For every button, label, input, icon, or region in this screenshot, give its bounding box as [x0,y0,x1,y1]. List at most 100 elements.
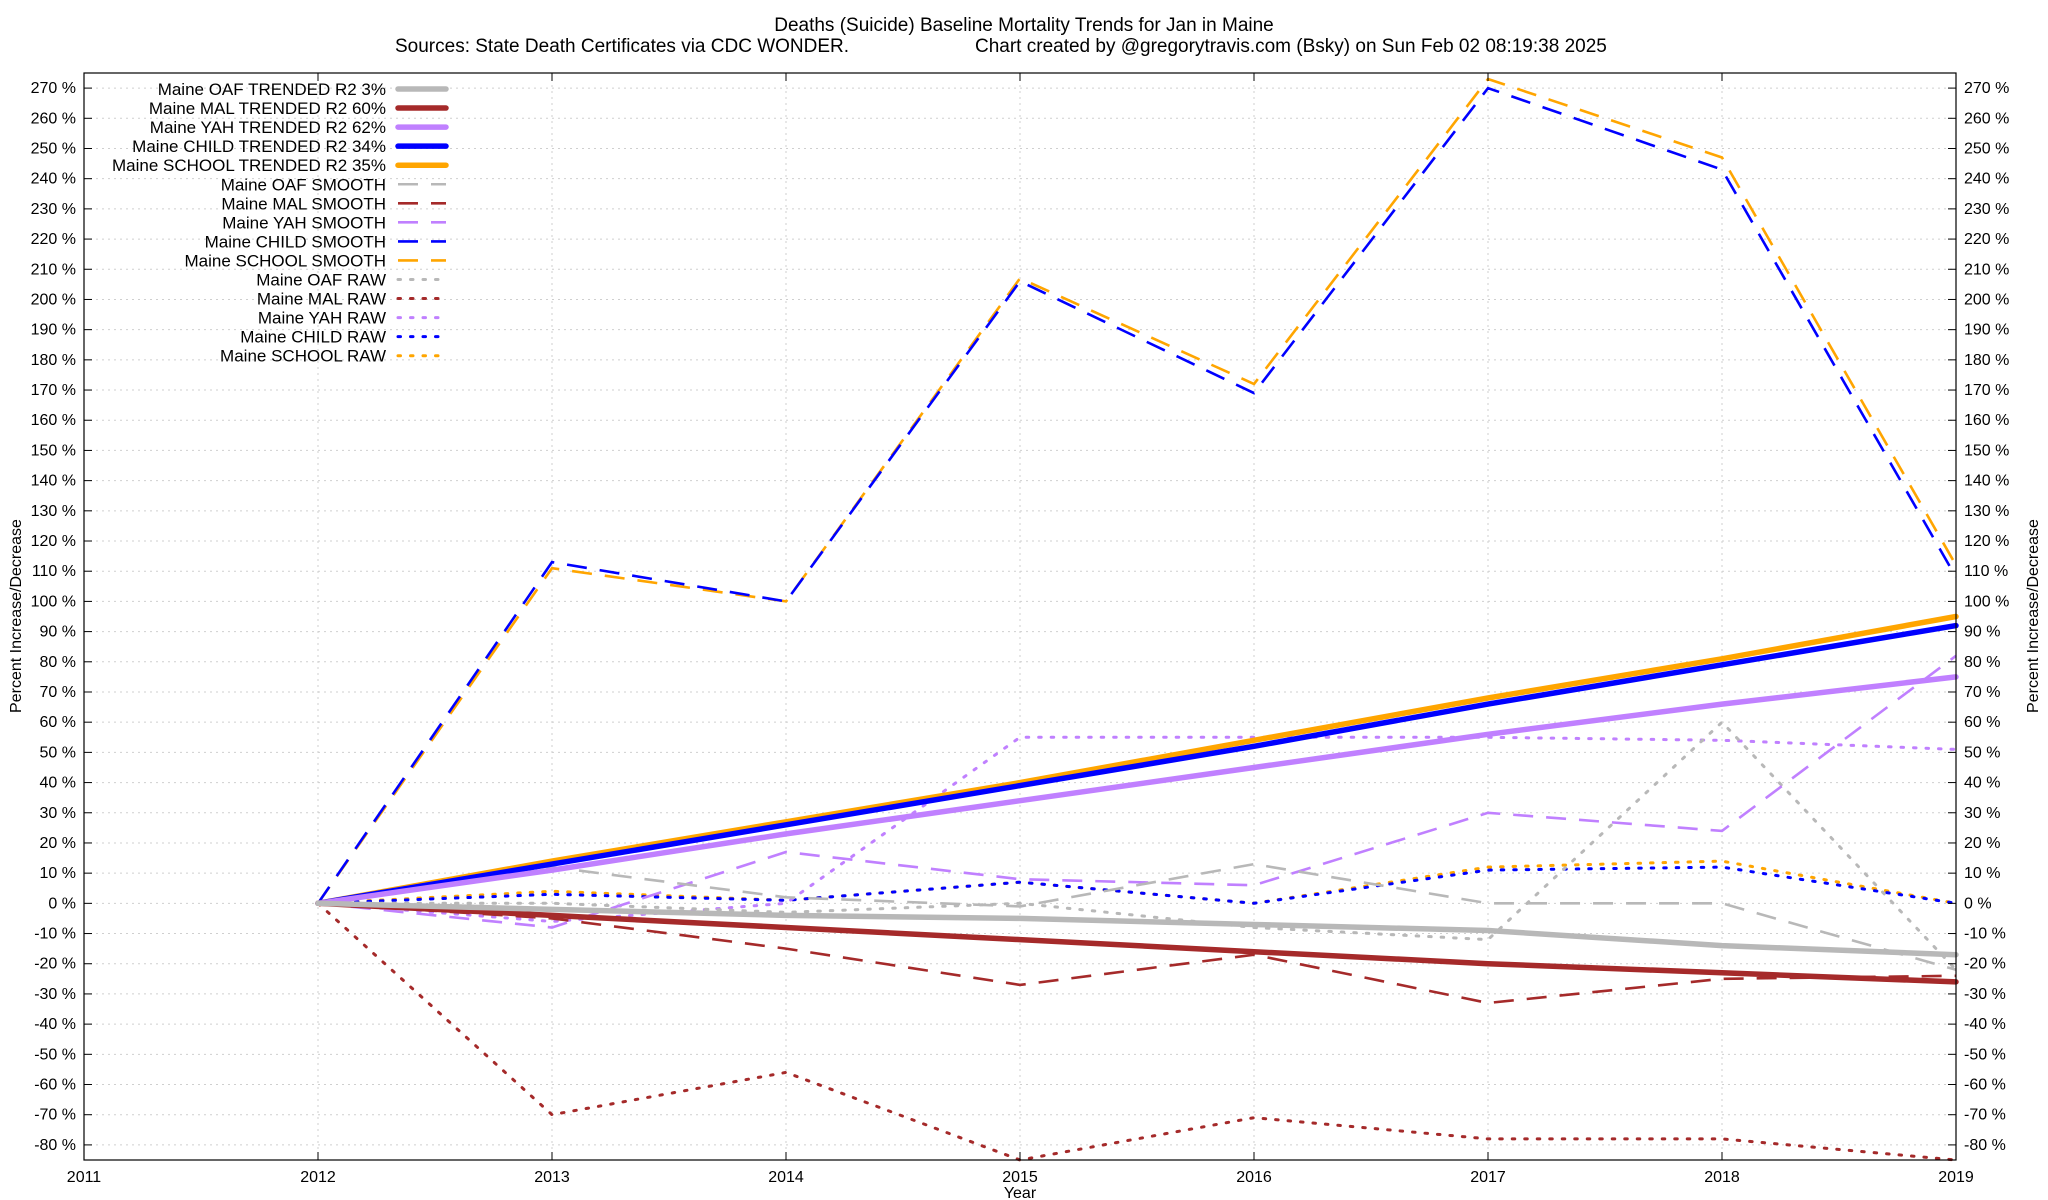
y-axis-title-left: Percent Increase/Decrease [8,519,25,713]
y-tick-label-left: 220 % [31,231,76,248]
chart-title: Deaths (Suicide) Baseline Mortality Tren… [774,15,1274,36]
series-line-maine-oaf-trended-r2-3 [315,900,1959,958]
series-line-maine-mal-smooth [317,902,1957,1005]
y-tick-label-left: 270 % [31,80,76,97]
y-tick-label-right: -70 % [1964,1107,2006,1124]
y-tick-label-right: 110 % [1964,563,2008,580]
series-line-maine-oaf-raw [316,720,1958,972]
series-line-maine-yah-trended-r2-62 [315,674,1959,907]
y-tick-label-left: 140 % [31,473,76,490]
y-tick-label-right: -80 % [1964,1137,2006,1154]
x-axis-title: Year [1004,1185,1037,1200]
legend-label-maine-school-smooth: Maine SCHOOL SMOOTH [184,251,386,270]
y-tick-label-right: 140 % [1964,473,2009,490]
legend-label-maine-mal-raw: Maine MAL RAW [257,290,386,309]
y-tick-label-right: 120 % [1964,533,2009,550]
y-tick-label-left: 50 % [40,744,76,761]
y-tick-label-right: 0 % [1964,895,1992,912]
y-tick-label-right: -50 % [1964,1046,2006,1063]
y-tick-label-right: -60 % [1964,1077,2006,1094]
legend-label-maine-yah-trended-r2-62: Maine YAH TRENDED R2 62% [150,118,386,137]
y-tick-label-right: 180 % [1964,352,2009,369]
y-tick-label-left: -30 % [34,986,76,1003]
y-tick-label-left: -50 % [34,1046,76,1063]
y-tick-label-right: 220 % [1964,231,2009,248]
series-line-maine-oaf-smooth [317,862,1957,972]
y-tick-label-left: 30 % [40,805,76,822]
y-tick-label-right: 80 % [1964,654,2000,671]
legend: Maine OAF TRENDED R2 3%Maine MAL TRENDED… [112,80,449,366]
y-tick-label-left: 150 % [31,442,76,459]
y-tick-label-left: 40 % [40,775,76,792]
y-tick-label-right: 150 % [1964,442,2009,459]
grid [83,73,1957,1160]
x-tick-label: 2012 [300,1169,336,1186]
x-tick-label: 2017 [1470,1169,1506,1186]
y-tick-label-left: 60 % [40,714,76,731]
y-tick-label-right: 20 % [1964,835,2000,852]
y-tick-label-left: 160 % [31,412,76,429]
y-tick-label-left: -80 % [34,1137,76,1154]
y-tick-label-right: -20 % [1964,956,2006,973]
legend-label-maine-oaf-trended-r2-3: Maine OAF TRENDED R2 3% [158,80,386,99]
y-tick-label-left: 80 % [40,654,76,671]
y-tick-label-left: 180 % [31,352,76,369]
x-tick-label: 2015 [1002,1169,1038,1186]
legend-label-maine-school-raw: Maine SCHOOL RAW [220,347,386,366]
y-tick-label-right: 190 % [1964,322,2009,339]
series-line-maine-school-trended-r2-35 [315,613,1959,907]
x-tick-label: 2013 [534,1169,570,1186]
legend-label-maine-yah-smooth: Maine YAH SMOOTH [222,213,386,232]
y-tick-label-left: 250 % [31,140,76,157]
y-tick-label-right: 160 % [1964,412,2009,429]
y-tick-label-left: 200 % [31,291,76,308]
y-tick-label-right: -40 % [1964,1016,2006,1033]
y-tick-label-left: -70 % [34,1107,76,1124]
y-tick-label-left: 130 % [31,503,76,520]
y-tick-label-right: -10 % [1964,926,2006,943]
y-tick-label-left: 70 % [40,684,76,701]
series-line-maine-child-trended-r2-34 [315,622,1959,907]
y-tick-label-left: 230 % [31,201,76,218]
y-tick-label-left: -10 % [34,926,76,943]
y-tick-label-right: 30 % [1964,805,2000,822]
y-tick-label-right: 50 % [1964,744,2000,761]
legend-label-maine-child-raw: Maine CHILD RAW [240,328,386,347]
y-tick-label-left: 190 % [31,322,76,339]
y-tick-label-left: 100 % [31,593,76,610]
y-tick-label-left: 210 % [31,261,76,278]
series-group [315,77,1959,1162]
y-tick-label-right: 40 % [1964,775,2000,792]
y-tick-label-right: 260 % [1964,110,2009,127]
y-tick-label-left: 120 % [31,533,76,550]
series-line-maine-school-smooth [316,77,1958,905]
y-tick-label-left: 170 % [31,382,76,399]
y-tick-label-right: 130 % [1964,503,2009,520]
y-tick-label-left: -40 % [34,1016,76,1033]
x-tick-label: 2018 [1704,1169,1740,1186]
legend-label-maine-yah-raw: Maine YAH RAW [258,309,386,328]
y-tick-label-right: 90 % [1964,624,2000,641]
y-tick-label-left: 240 % [31,171,76,188]
y-tick-label-right: 100 % [1964,593,2009,610]
y-tick-label-left: 260 % [31,110,76,127]
chart-subtitle-sources: Sources: State Death Certificates via CD… [395,36,849,57]
y-tick-label-right: 230 % [1964,201,2009,218]
axis-ticks: 270 % 270 % 260 % 260 % 250 % 250 % 240 % 240 %… [31,73,2009,1186]
legend-label-maine-school-trended-r2-35: Maine SCHOOL TRENDED R2 35% [112,156,386,175]
chart-subtitle-credit: Chart created by @gregorytravis.com (Bsk… [975,36,1607,57]
x-tick-label: 2019 [1938,1169,1974,1186]
y-tick-label-left: 0 % [48,895,76,912]
y-tick-label-right: 240 % [1964,171,2009,188]
legend-label-maine-mal-smooth: Maine MAL SMOOTH [221,194,386,213]
legend-label-maine-oaf-raw: Maine OAF RAW [256,271,386,290]
y-tick-label-right: 60 % [1964,714,2000,731]
y-tick-label-left: 10 % [40,865,76,882]
legend-label-maine-mal-trended-r2-60: Maine MAL TRENDED R2 60% [149,99,386,118]
x-tick-label: 2016 [1236,1169,1272,1186]
y-tick-label-right: 170 % [1964,382,2009,399]
legend-label-maine-child-trended-r2-34: Maine CHILD TRENDED R2 34% [132,137,386,156]
legend-label-maine-oaf-smooth: Maine OAF SMOOTH [221,175,386,194]
x-tick-label: 2014 [768,1169,804,1186]
y-tick-label-right: 10 % [1964,865,2000,882]
